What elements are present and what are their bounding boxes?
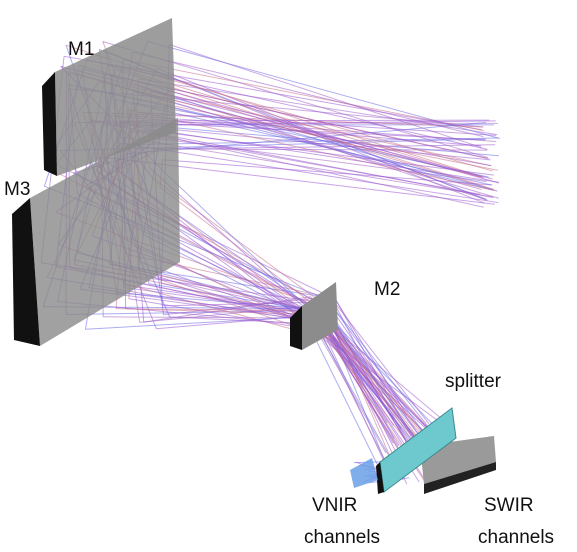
- label-vnir-channels: channels: [304, 527, 380, 548]
- label-splitter: splitter: [445, 371, 502, 392]
- label-swir: SWIR: [484, 495, 534, 516]
- page: M1 M3 M2 splitter VNIR channels SWIR cha…: [0, 0, 577, 552]
- mirror-m1-edge: [42, 72, 57, 176]
- optical-diagram: M1 M3 M2 splitter VNIR channels SWIR cha…: [0, 0, 577, 552]
- label-m2: M2: [374, 279, 400, 300]
- label-swir-channels: channels: [478, 527, 554, 548]
- label-m3: M3: [4, 179, 30, 200]
- label-vnir: VNIR: [312, 495, 357, 516]
- label-m1: M1: [68, 39, 94, 60]
